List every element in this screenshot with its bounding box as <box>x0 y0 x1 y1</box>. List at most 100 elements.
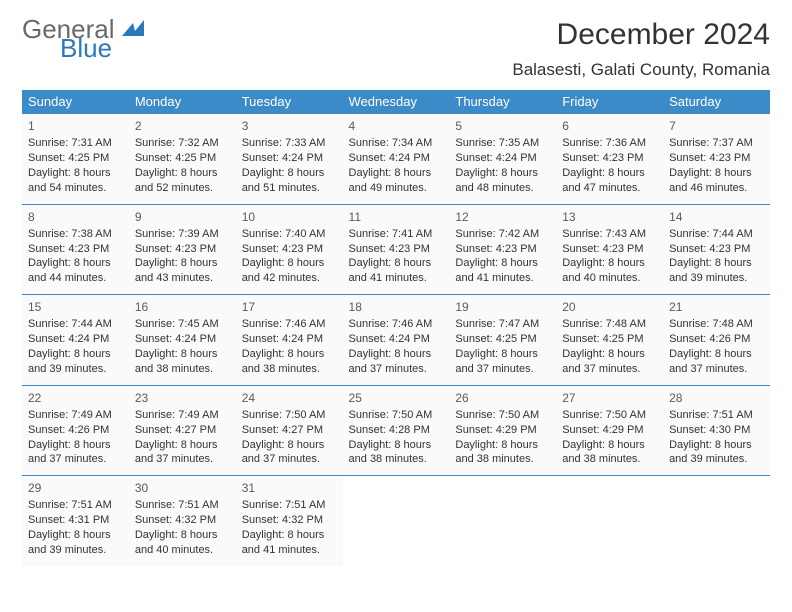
sunrise-line: Sunrise: 7:48 AM <box>669 317 764 332</box>
title-block: December 2024 Balasesti, Galati County, … <box>512 18 770 80</box>
daylight-line: Daylight: 8 hours and 37 minutes. <box>349 347 444 377</box>
daylight-line: Daylight: 8 hours and 39 minutes. <box>28 528 123 558</box>
sunrise-line: Sunrise: 7:51 AM <box>242 498 337 513</box>
calendar-day: 25Sunrise: 7:50 AMSunset: 4:28 PMDayligh… <box>343 385 450 476</box>
sunset-line: Sunset: 4:24 PM <box>135 332 230 347</box>
calendar-day: 17Sunrise: 7:46 AMSunset: 4:24 PMDayligh… <box>236 295 343 386</box>
daylight-line: Daylight: 8 hours and 38 minutes. <box>562 438 657 468</box>
day-header: Thursday <box>449 90 556 114</box>
sunrise-line: Sunrise: 7:48 AM <box>562 317 657 332</box>
sunrise-line: Sunrise: 7:44 AM <box>28 317 123 332</box>
daylight-line: Daylight: 8 hours and 41 minutes. <box>242 528 337 558</box>
calendar-table: SundayMondayTuesdayWednesdayThursdayFrid… <box>22 90 770 566</box>
sunset-line: Sunset: 4:23 PM <box>349 242 444 257</box>
sunset-line: Sunset: 4:25 PM <box>562 332 657 347</box>
sunrise-line: Sunrise: 7:41 AM <box>349 227 444 242</box>
sunset-line: Sunset: 4:30 PM <box>669 423 764 438</box>
logo-mark-icon <box>122 20 144 38</box>
day-number: 27 <box>562 390 657 406</box>
calendar-day-empty <box>556 476 663 566</box>
day-header: Sunday <box>22 90 129 114</box>
calendar-day: 2Sunrise: 7:32 AMSunset: 4:25 PMDaylight… <box>129 114 236 205</box>
calendar-day: 5Sunrise: 7:35 AMSunset: 4:24 PMDaylight… <box>449 114 556 205</box>
sunrise-line: Sunrise: 7:51 AM <box>669 408 764 423</box>
brand-logo: General Blue <box>22 18 144 61</box>
day-header: Friday <box>556 90 663 114</box>
day-number: 13 <box>562 209 657 225</box>
calendar-day: 27Sunrise: 7:50 AMSunset: 4:29 PMDayligh… <box>556 385 663 476</box>
calendar-day: 19Sunrise: 7:47 AMSunset: 4:25 PMDayligh… <box>449 295 556 386</box>
sunset-line: Sunset: 4:23 PM <box>242 242 337 257</box>
sunrise-line: Sunrise: 7:35 AM <box>455 136 550 151</box>
daylight-line: Daylight: 8 hours and 37 minutes. <box>455 347 550 377</box>
sunrise-line: Sunrise: 7:45 AM <box>135 317 230 332</box>
day-number: 7 <box>669 118 764 134</box>
calendar-day: 13Sunrise: 7:43 AMSunset: 4:23 PMDayligh… <box>556 204 663 295</box>
sunrise-line: Sunrise: 7:46 AM <box>349 317 444 332</box>
page-header: General Blue December 2024 Balasesti, Ga… <box>22 18 770 80</box>
sunrise-line: Sunrise: 7:50 AM <box>349 408 444 423</box>
calendar-day: 22Sunrise: 7:49 AMSunset: 4:26 PMDayligh… <box>22 385 129 476</box>
sunset-line: Sunset: 4:32 PM <box>135 513 230 528</box>
day-number: 18 <box>349 299 444 315</box>
sunrise-line: Sunrise: 7:34 AM <box>349 136 444 151</box>
daylight-line: Daylight: 8 hours and 42 minutes. <box>242 256 337 286</box>
sunset-line: Sunset: 4:24 PM <box>242 151 337 166</box>
sunset-line: Sunset: 4:29 PM <box>455 423 550 438</box>
calendar-day: 31Sunrise: 7:51 AMSunset: 4:32 PMDayligh… <box>236 476 343 566</box>
sunrise-line: Sunrise: 7:50 AM <box>242 408 337 423</box>
day-number: 10 <box>242 209 337 225</box>
calendar-day: 1Sunrise: 7:31 AMSunset: 4:25 PMDaylight… <box>22 114 129 205</box>
sunset-line: Sunset: 4:31 PM <box>28 513 123 528</box>
sunset-line: Sunset: 4:24 PM <box>455 151 550 166</box>
sunset-line: Sunset: 4:23 PM <box>562 151 657 166</box>
daylight-line: Daylight: 8 hours and 47 minutes. <box>562 166 657 196</box>
sunset-line: Sunset: 4:23 PM <box>562 242 657 257</box>
sunset-line: Sunset: 4:26 PM <box>28 423 123 438</box>
sunset-line: Sunset: 4:25 PM <box>28 151 123 166</box>
daylight-line: Daylight: 8 hours and 37 minutes. <box>562 347 657 377</box>
daylight-line: Daylight: 8 hours and 44 minutes. <box>28 256 123 286</box>
sunrise-line: Sunrise: 7:44 AM <box>669 227 764 242</box>
calendar-day: 12Sunrise: 7:42 AMSunset: 4:23 PMDayligh… <box>449 204 556 295</box>
calendar-day: 11Sunrise: 7:41 AMSunset: 4:23 PMDayligh… <box>343 204 450 295</box>
day-number: 11 <box>349 209 444 225</box>
calendar-day: 16Sunrise: 7:45 AMSunset: 4:24 PMDayligh… <box>129 295 236 386</box>
daylight-line: Daylight: 8 hours and 38 minutes. <box>349 438 444 468</box>
calendar-day: 8Sunrise: 7:38 AMSunset: 4:23 PMDaylight… <box>22 204 129 295</box>
sunset-line: Sunset: 4:32 PM <box>242 513 337 528</box>
calendar-head: SundayMondayTuesdayWednesdayThursdayFrid… <box>22 90 770 114</box>
daylight-line: Daylight: 8 hours and 40 minutes. <box>562 256 657 286</box>
sunrise-line: Sunrise: 7:40 AM <box>242 227 337 242</box>
calendar-day: 26Sunrise: 7:50 AMSunset: 4:29 PMDayligh… <box>449 385 556 476</box>
sunset-line: Sunset: 4:24 PM <box>349 151 444 166</box>
calendar-day-empty <box>449 476 556 566</box>
day-number: 21 <box>669 299 764 315</box>
day-number: 17 <box>242 299 337 315</box>
sunset-line: Sunset: 4:23 PM <box>669 242 764 257</box>
sunrise-line: Sunrise: 7:36 AM <box>562 136 657 151</box>
day-number: 9 <box>135 209 230 225</box>
day-number: 12 <box>455 209 550 225</box>
sunset-line: Sunset: 4:24 PM <box>242 332 337 347</box>
daylight-line: Daylight: 8 hours and 46 minutes. <box>669 166 764 196</box>
calendar-week: 15Sunrise: 7:44 AMSunset: 4:24 PMDayligh… <box>22 295 770 386</box>
sunset-line: Sunset: 4:23 PM <box>135 242 230 257</box>
day-number: 15 <box>28 299 123 315</box>
sunset-line: Sunset: 4:27 PM <box>135 423 230 438</box>
day-number: 30 <box>135 480 230 496</box>
sunrise-line: Sunrise: 7:50 AM <box>455 408 550 423</box>
daylight-line: Daylight: 8 hours and 40 minutes. <box>135 528 230 558</box>
calendar-day: 9Sunrise: 7:39 AMSunset: 4:23 PMDaylight… <box>129 204 236 295</box>
day-number: 22 <box>28 390 123 406</box>
day-header-row: SundayMondayTuesdayWednesdayThursdayFrid… <box>22 90 770 114</box>
day-number: 4 <box>349 118 444 134</box>
calendar-day-empty <box>663 476 770 566</box>
calendar-day: 24Sunrise: 7:50 AMSunset: 4:27 PMDayligh… <box>236 385 343 476</box>
daylight-line: Daylight: 8 hours and 39 minutes. <box>669 438 764 468</box>
day-number: 26 <box>455 390 550 406</box>
day-number: 20 <box>562 299 657 315</box>
daylight-line: Daylight: 8 hours and 38 minutes. <box>135 347 230 377</box>
day-header: Wednesday <box>343 90 450 114</box>
sunset-line: Sunset: 4:23 PM <box>28 242 123 257</box>
